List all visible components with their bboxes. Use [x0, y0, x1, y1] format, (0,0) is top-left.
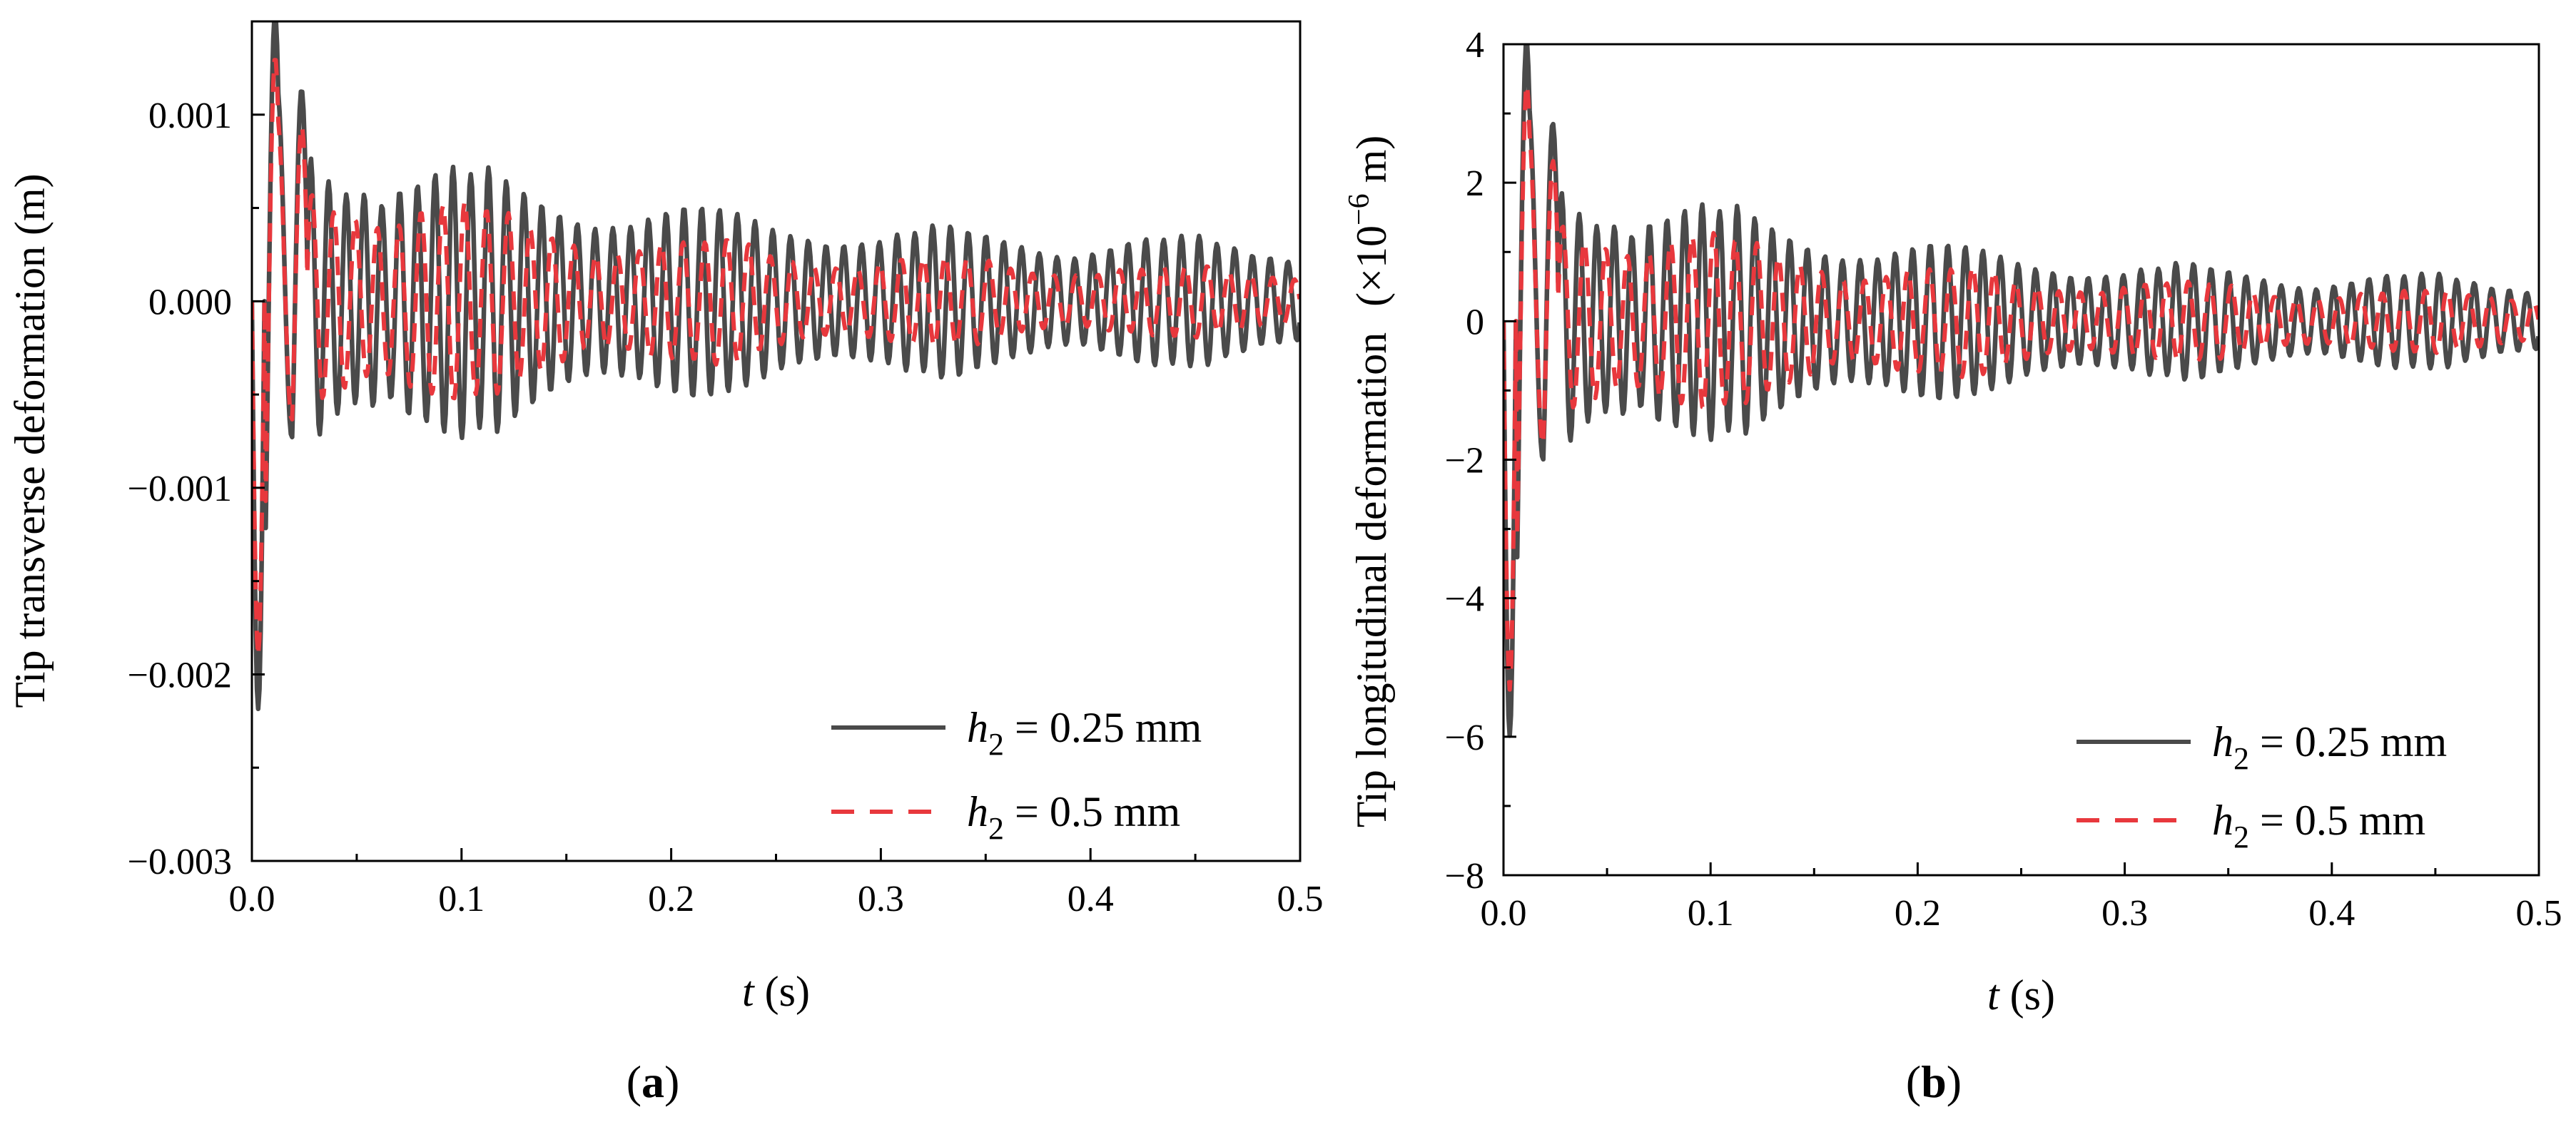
y-tick-label: −0.003 [128, 842, 232, 882]
x-tick-label: 0.1 [1688, 893, 1734, 934]
y-tick-label: −8 [1445, 856, 1484, 897]
y-tick-label: −2 [1445, 441, 1484, 481]
x-tick-label: 0.5 [1277, 879, 1324, 919]
y-tick-label: 0.000 [148, 282, 232, 322]
legend-entry-h2-0-5mm: h2 = 0.5 mm [2212, 797, 2425, 855]
x-tick-label: 0.5 [2516, 893, 2562, 934]
x-tick-label: 0.4 [1068, 879, 1114, 919]
panel-label-a: (a) [627, 1056, 680, 1107]
series-line-h2-0-25mm [1503, 44, 2539, 738]
x-tick-label: 0.2 [648, 879, 694, 919]
y-tick-label: −0.001 [128, 469, 232, 509]
y-tick-label: −4 [1445, 579, 1484, 620]
x-tick-label: 0.1 [438, 879, 485, 919]
y-tick-label: −6 [1445, 718, 1484, 758]
y-tick-label: 4 [1466, 25, 1484, 66]
legend-entry-h2-0-25mm: h2 = 0.25 mm [2212, 718, 2447, 776]
y-tick-label: 0.001 [148, 96, 232, 136]
y-tick-label: 2 [1466, 163, 1484, 204]
x-tick-label: 0.3 [2101, 893, 2148, 934]
x-axis-title: t (s) [1987, 972, 2055, 1019]
legend-entry-h2-0-25mm: h2 = 0.25 mm [967, 704, 1202, 762]
chart-panel-b: 0.0 0.1 0.2 0.3 0.4 0.5 −8 −6 −4 −2 0 2 4 t (s) Tip lo… [1343, 25, 2562, 1107]
x-axis-title: t (s) [742, 968, 810, 1015]
chart-panel-a: 0.0 0.1 0.2 0.3 0.4 0.5 −0.003 −0.002 −0.001 0.00… [6, 20, 1324, 1107]
y-tick-label: 0 [1466, 302, 1484, 342]
x-tick-label: 0.2 [1895, 893, 1941, 934]
x-tick-label: 0.0 [229, 879, 275, 919]
series-line-h2-0-5mm [1503, 83, 2539, 692]
series-line-h2-0-25mm [252, 21, 1300, 712]
legend-entry-h2-0-5mm: h2 = 0.5 mm [967, 788, 1180, 846]
y-tick-label: −0.002 [128, 655, 232, 695]
series-line-h2-0-5mm [252, 58, 1300, 658]
y-axis-title: Tip transverse deformation (m) [6, 173, 54, 708]
y-axis-title: Tip longitudinal deformation(×10−6 m) [1343, 136, 1395, 828]
panel-label-b: (b) [1906, 1056, 1962, 1107]
x-tick-label: 0.3 [858, 879, 904, 919]
x-tick-label: 0.4 [2308, 893, 2355, 934]
x-tick-label: 0.0 [1481, 893, 1527, 934]
